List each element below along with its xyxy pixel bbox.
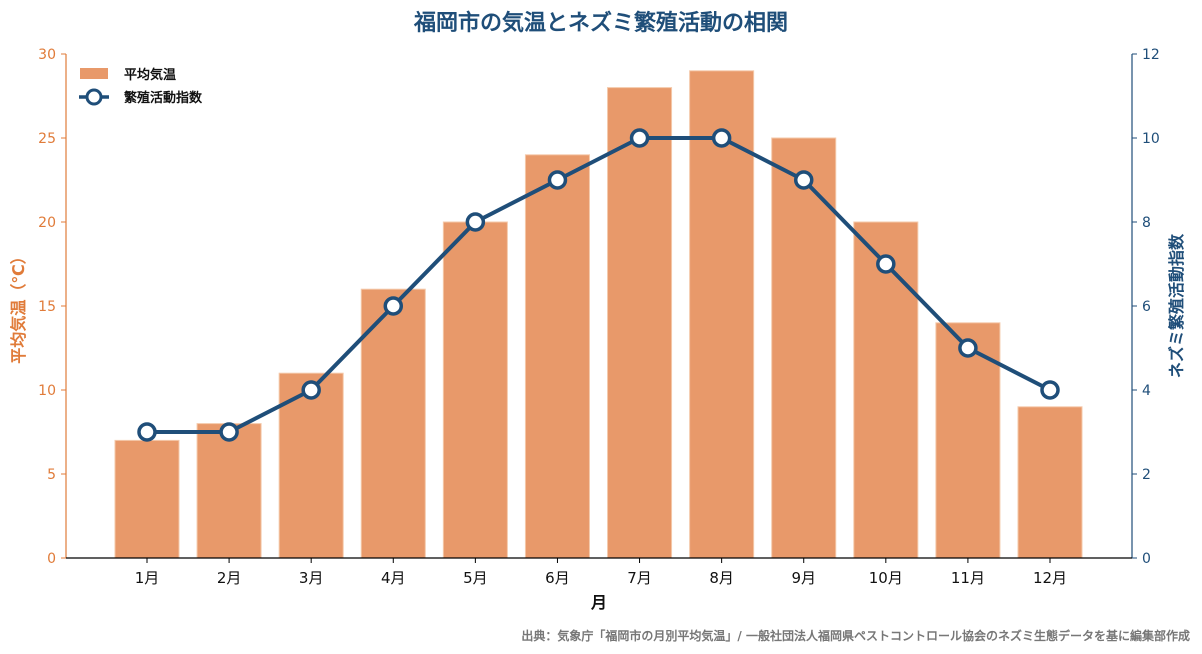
chart-title: 福岡市の気温とネズミ繁殖活動の相関 (413, 10, 788, 36)
bar-4月 (360, 288, 426, 559)
line-marker-9月 (793, 170, 814, 190)
source-note: 出典：気象庁「福岡市の月別平均気温」/ 一般社団法人福岡県ペストコントロール協会… (521, 628, 1190, 643)
left-tick-label: 0 (47, 551, 56, 567)
left-tick-label: 20 (38, 215, 56, 231)
line-marker-4月 (383, 296, 404, 316)
right-tick-label: 2 (1142, 467, 1151, 483)
legend-bar-label: 平均気温 (124, 67, 176, 83)
bar-1月 (114, 439, 180, 559)
legend-bar-swatch (80, 68, 108, 79)
bar-12月 (1017, 406, 1083, 559)
left-tick-label: 15 (38, 299, 56, 315)
line-marker-10月 (876, 254, 896, 274)
x-tick-label: 3月 (299, 569, 324, 587)
x-tick-label: 12月 (1033, 569, 1067, 587)
left-y-axis-label: 平均気温（℃） (9, 248, 28, 363)
line-marker-2月 (219, 422, 239, 442)
line-marker-6月 (547, 170, 568, 190)
bar-7月 (607, 87, 673, 559)
line-marker-1月 (137, 422, 157, 442)
left-tick-label: 10 (38, 383, 56, 399)
right-tick-label: 0 (1142, 551, 1151, 567)
bar-6月 (524, 154, 590, 559)
line-marker-7月 (629, 128, 650, 148)
legend-line-marker (85, 88, 103, 106)
line-marker-11月 (958, 338, 978, 358)
right-y-axis-label: ネズミ繁殖活動指数 (1167, 233, 1186, 378)
left-tick-label: 5 (47, 467, 56, 483)
bar-11月 (935, 322, 1001, 559)
right-tick-label: 8 (1142, 215, 1151, 231)
x-tick-label: 4月 (381, 569, 406, 587)
left-tick-label: 25 (38, 131, 56, 147)
line-series-path (147, 136, 1051, 434)
right-tick-label: 12 (1142, 47, 1160, 63)
left-y-ticks: 0 5 10 15 20 25 30 (38, 47, 66, 567)
line-marker-12月 (1040, 380, 1060, 400)
right-tick-label: 4 (1142, 383, 1151, 399)
x-tick-label: 6月 (545, 569, 570, 587)
x-tick-label: 9月 (791, 569, 816, 587)
x-ticks: 1月 2月 3月 4月 5月 6月 7月 8月 9月 10月 11月 12月 (135, 558, 1067, 587)
right-y-ticks: 0 2 4 6 8 10 12 (1132, 47, 1160, 567)
left-tick-label: 30 (38, 47, 56, 63)
bar-8月 (689, 70, 755, 559)
x-tick-label: 1月 (135, 569, 160, 587)
bar-2月 (196, 423, 262, 559)
right-tick-label: 10 (1142, 131, 1160, 147)
x-tick-label: 7月 (627, 569, 652, 587)
x-tick-label: 2月 (217, 569, 242, 587)
x-axis-label: 月 (590, 593, 607, 612)
x-tick-label: 10月 (869, 569, 903, 587)
line-marker-3月 (301, 380, 321, 400)
bar-3月 (278, 372, 344, 559)
bar-10月 (853, 221, 919, 559)
line-layer (137, 128, 1060, 442)
legend-line-label: 繁殖活動指数 (124, 90, 203, 106)
bars-layer (114, 70, 1083, 559)
line-marker-8月 (711, 128, 732, 148)
x-tick-label: 8月 (709, 569, 734, 587)
x-tick-label: 11月 (951, 569, 985, 587)
legend: 平均気温 繁殖活動指数 (79, 67, 203, 106)
x-tick-label: 5月 (463, 569, 488, 587)
right-tick-label: 6 (1142, 299, 1151, 315)
line-marker-5月 (465, 212, 486, 232)
bar-5月 (442, 221, 508, 559)
